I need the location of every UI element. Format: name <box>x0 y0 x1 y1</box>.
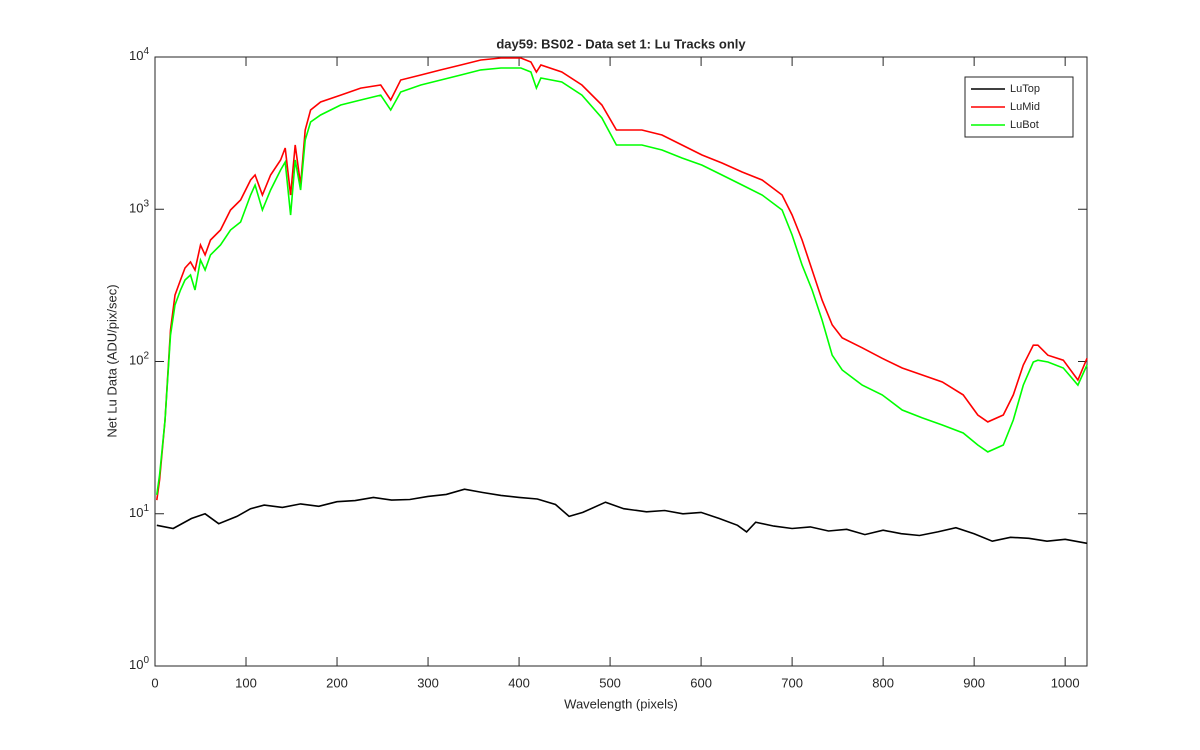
series-line <box>156 67 1088 496</box>
x-axis-label: Wavelength (pixels) <box>564 696 678 711</box>
y-tick-label: 102 <box>129 350 149 368</box>
y-tick-exponent: 0 <box>143 655 149 666</box>
plot-area <box>154 56 1088 667</box>
y-tick-exponent: 1 <box>143 502 149 513</box>
x-tick-label: 300 <box>417 675 439 690</box>
x-tick-label: 600 <box>690 675 712 690</box>
y-tick-base: 10 <box>129 48 143 63</box>
x-tick-label: 900 <box>963 675 985 690</box>
y-tick-base: 10 <box>129 657 143 672</box>
legend-label: LuMid <box>1010 101 1040 113</box>
y-tick-base: 10 <box>129 353 143 368</box>
x-tick-label: 500 <box>599 675 621 690</box>
chart-title: day59: BS02 - Data set 1: Lu Tracks only <box>496 36 746 51</box>
x-tick-label: 800 <box>872 675 894 690</box>
x-tick-label: 400 <box>508 675 530 690</box>
x-tick-label: 0 <box>151 675 158 690</box>
series-line <box>156 57 1088 501</box>
y-tick-label: 101 <box>129 502 149 520</box>
x-tick-label: 1000 <box>1051 675 1080 690</box>
y-tick-label: 100 <box>129 655 149 673</box>
x-tick-label: 200 <box>326 675 348 690</box>
x-tick-label: 700 <box>781 675 803 690</box>
y-tick-exponent: 2 <box>143 350 149 361</box>
y-tick-label: 103 <box>129 198 149 216</box>
y-axis-label: Net Lu Data (ADU/pix/sec) <box>104 284 119 437</box>
legend-label: LuBot <box>1010 119 1039 131</box>
x-tick-label: 100 <box>235 675 257 690</box>
y-tick-base: 10 <box>129 201 143 216</box>
y-tick-label: 104 <box>129 46 149 64</box>
legend-label: LuTop <box>1010 83 1040 95</box>
y-tick-exponent: 3 <box>143 198 149 209</box>
y-tick-exponent: 4 <box>143 46 149 57</box>
series-line <box>156 488 1088 545</box>
y-tick-base: 10 <box>129 505 143 520</box>
